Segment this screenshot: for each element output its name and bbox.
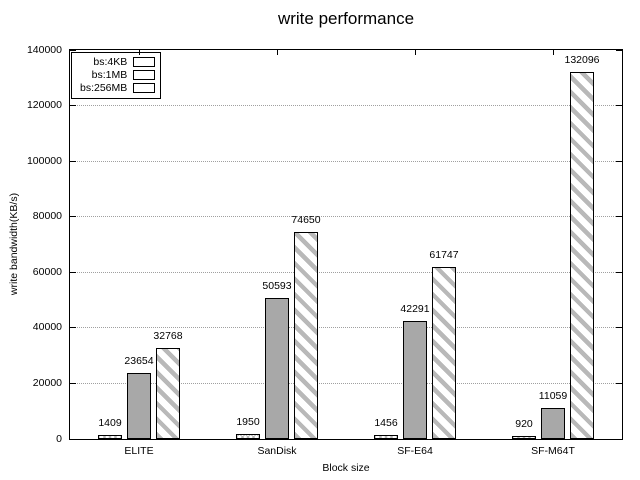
- gridline: [70, 382, 622, 384]
- legend-item-bs-1mb: bs:1MB: [80, 69, 156, 81]
- legend-item-bs-256mb: bs:256MB: [80, 82, 156, 94]
- y-tick-mark: [616, 105, 622, 107]
- y-tick-mark: [70, 105, 76, 107]
- y-tick-label: 80000: [32, 210, 62, 222]
- bar-bs-4kb-sf-m64t: [512, 436, 536, 439]
- bar-value-label: 23654: [124, 355, 154, 367]
- y-tick-label: 120000: [26, 99, 62, 111]
- bar-value-label: 1950: [236, 416, 260, 428]
- category-label-sandisk: SanDisk: [257, 445, 297, 457]
- y-tick-mark: [616, 49, 622, 51]
- bar-bs-4kb-elite: [98, 435, 122, 439]
- y-tick-mark: [70, 271, 76, 273]
- bar-bs-4kb-sf-e64: [374, 435, 398, 439]
- x-tick-mark: [138, 50, 140, 55]
- bar-value-label: 74650: [291, 214, 321, 226]
- y-tick-mark: [616, 382, 622, 384]
- bar-value-label: 920: [515, 418, 533, 430]
- bar-value-label: 32768: [153, 330, 183, 342]
- plot-area: bs:4KB bs:1MB bs:256MB 1409 1950 1456 920 2365…: [69, 49, 623, 440]
- chart-title: write performance: [277, 9, 415, 28]
- x-tick-mark: [552, 50, 554, 55]
- y-axis-title: write bandwidth(KB/s): [8, 192, 20, 296]
- y-tick-label: 20000: [32, 377, 62, 389]
- bar-bs-256mb-sf-m64t: [570, 72, 594, 439]
- y-tick-mark: [70, 327, 76, 329]
- gridline: [70, 160, 622, 162]
- bar-value-label: 50593: [262, 280, 292, 292]
- legend-swatch-solid-icon: [133, 70, 156, 80]
- bar-value-label: 132096: [564, 54, 600, 66]
- y-tick-mark: [616, 160, 622, 162]
- legend-label: bs:1MB: [91, 69, 128, 81]
- y-tick-mark: [70, 49, 76, 51]
- gridline: [70, 105, 622, 107]
- gridline: [70, 327, 622, 329]
- legend-item-bs-4kb: bs:4KB: [80, 56, 156, 68]
- y-tick-mark: [616, 271, 622, 273]
- legend-swatch-crosshatch-icon: [133, 57, 156, 67]
- bar-bs-1mb-sf-m64t: [541, 408, 565, 439]
- y-tick-mark: [70, 160, 76, 162]
- y-tick-mark: [70, 382, 76, 384]
- x-tick-mark: [276, 50, 278, 55]
- category-label-elite: ELITE: [124, 445, 154, 457]
- y-tick-mark: [616, 327, 622, 329]
- x-tick-mark: [414, 50, 416, 55]
- bar-bs-1mb-sandisk: [265, 298, 289, 439]
- bar-bs-256mb-sandisk: [294, 232, 318, 439]
- legend-label: bs:256MB: [80, 82, 128, 94]
- category-label-sf-m64t: SF-M64T: [531, 445, 575, 457]
- bar-value-label: 1456: [374, 417, 398, 429]
- gridline: [70, 271, 622, 273]
- bar-value-label: 42291: [400, 303, 430, 315]
- legend-swatch-stripes-icon: [133, 83, 156, 93]
- bar-bs-4kb-sandisk: [236, 434, 260, 439]
- legend-label: bs:4KB: [93, 56, 128, 68]
- y-tick-label: 140000: [26, 44, 62, 56]
- gridline: [70, 216, 622, 218]
- bar-value-label: 61747: [429, 249, 459, 261]
- bar-bs-1mb-elite: [127, 373, 151, 439]
- category-label-sf-e64: SF-E64: [397, 445, 433, 457]
- bar-bs-1mb-sf-e64: [403, 321, 427, 439]
- x-axis-title: Block size: [322, 462, 370, 474]
- y-tick-label: 60000: [32, 266, 62, 278]
- y-tick-label: 100000: [26, 155, 62, 167]
- y-tick-label: 40000: [32, 321, 62, 333]
- y-tick-label: 0: [56, 433, 62, 445]
- y-tick-mark: [616, 216, 622, 218]
- bar-value-label: 1409: [98, 417, 122, 429]
- bar-value-label: 11059: [538, 390, 568, 402]
- legend-box: bs:4KB bs:1MB bs:256MB: [71, 52, 162, 99]
- y-tick-mark: [70, 216, 76, 218]
- bar-bs-256mb-elite: [156, 348, 180, 439]
- bar-bs-256mb-sf-e64: [432, 267, 456, 439]
